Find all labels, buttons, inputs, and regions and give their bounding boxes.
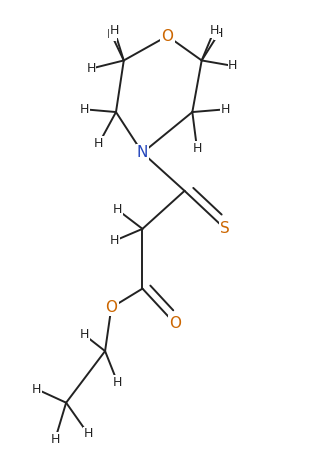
- Text: H: H: [80, 103, 90, 116]
- Text: H: H: [214, 27, 223, 40]
- Text: H: H: [209, 24, 219, 37]
- Text: H: H: [228, 59, 238, 73]
- Text: H: H: [192, 142, 202, 155]
- Text: H: H: [110, 234, 119, 247]
- Text: H: H: [110, 24, 119, 37]
- Text: H: H: [113, 376, 122, 389]
- Text: H: H: [220, 103, 230, 116]
- Text: S: S: [220, 221, 230, 237]
- Text: O: O: [105, 300, 117, 315]
- Text: H: H: [113, 203, 122, 216]
- Text: H: H: [94, 137, 104, 150]
- Text: H: H: [83, 427, 93, 440]
- Text: H: H: [86, 62, 96, 75]
- Text: O: O: [169, 317, 181, 331]
- Text: N: N: [137, 146, 148, 160]
- Text: H: H: [107, 28, 116, 41]
- Text: H: H: [32, 383, 41, 396]
- Text: H: H: [50, 433, 60, 446]
- Text: H: H: [80, 328, 89, 341]
- Text: O: O: [162, 28, 173, 44]
